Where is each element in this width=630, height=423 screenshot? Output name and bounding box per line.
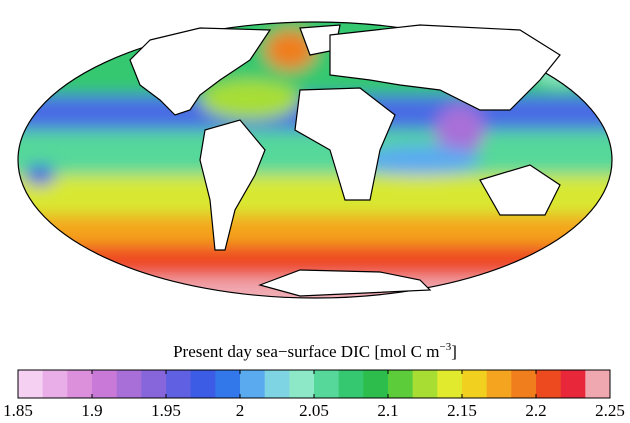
title-exponent: −3	[440, 341, 452, 353]
colorbar-swatch	[338, 370, 364, 398]
colorbar-swatch	[289, 370, 315, 398]
colorbar-swatch	[462, 370, 488, 398]
tick-label: 1.9	[81, 401, 102, 420]
colorbar-swatch	[92, 370, 118, 398]
colorbar-swatch	[314, 370, 340, 398]
tick-label: 2.1	[377, 401, 398, 420]
colorbar-swatch	[166, 370, 192, 398]
colorbar-title: Present day sea−surface DIC [mol C m−3]	[173, 341, 457, 361]
tick-label: 2.25	[595, 401, 625, 420]
colorbar-swatch	[486, 370, 512, 398]
colorbar-swatch	[215, 370, 241, 398]
globe-outline	[17, 21, 613, 299]
tick-label: 2	[236, 401, 245, 420]
colorbar-swatch	[42, 370, 68, 398]
continents	[129, 24, 561, 297]
colorbar-swatch	[141, 370, 167, 398]
colorbar-swatch	[511, 370, 537, 398]
colorbar-swatch	[264, 370, 290, 398]
title-end: ]	[451, 342, 457, 361]
colorbar-swatch	[67, 370, 93, 398]
colorbar-swatch	[18, 370, 44, 398]
colorbar-swatch	[412, 370, 438, 398]
tick-label: 1.85	[3, 401, 33, 420]
colorbar-swatch	[388, 370, 414, 398]
title-text: Present day sea−surface DIC [mol C m	[173, 342, 439, 361]
colorbar-swatch	[240, 370, 266, 398]
colorbar-swatch	[585, 370, 611, 398]
tick-label: 2.05	[299, 401, 329, 420]
tick-label: 2.2	[525, 401, 546, 420]
colorbar-swatch	[363, 370, 389, 398]
tick-label: 2.15	[447, 401, 477, 420]
tick-label: 1.95	[151, 401, 181, 420]
colorbar-swatch	[190, 370, 216, 398]
colorbar-swatch	[437, 370, 463, 398]
colorbar: 1.85 1.9 1.95 2 2.05 2.1 2.15 2.2 2.25	[3, 369, 625, 420]
colorbar-swatch	[560, 370, 586, 398]
colorbar-swatch	[116, 370, 142, 398]
colorbar-swatch	[536, 370, 562, 398]
